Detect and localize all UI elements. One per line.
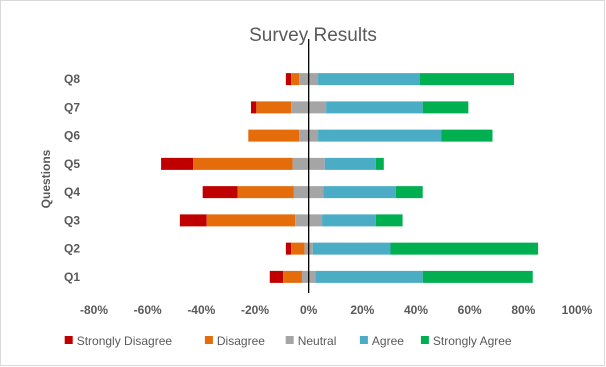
y-tick-label-q4: Q4 [64,185,80,199]
x-tick-label: 80% [511,303,535,317]
bar-q3-strongly-agree [375,214,403,227]
bar-q8-disagree [291,73,300,86]
bar-q6-agree [318,129,442,142]
legend-item-strongly-disagree: Strongly Disagree [64,334,173,348]
legend-item-strongly-agree: Strongly Agree [420,334,512,348]
y-tick-label-q3: Q3 [64,213,80,227]
y-tick-label-q5: Q5 [64,157,80,171]
y-tick-labels: Q1 Q2 Q3 Q4 Q5 Q6 Q7 Q8 [64,72,80,284]
bar-q1-agree [315,270,423,283]
legend-item-disagree: Disagree [204,334,265,348]
bar-q6-strongly-agree [441,129,493,142]
bar-q5-disagree [193,157,293,170]
legend-label-strongly-agree: Strongly Agree [433,334,512,348]
x-tick-label: 100% [562,303,593,317]
legend: Strongly Disagree Disagree Neutral Agree Str… [64,334,512,348]
x-tick-label: 0% [300,303,318,317]
bar-q7-strongly-disagree [250,101,257,114]
x-tick-label: -20% [241,303,269,317]
bar-q6-disagree [248,129,300,142]
bar-q5-strongly-disagree [161,157,194,170]
legend-label-strongly-disagree: Strongly Disagree [77,334,173,348]
bar-q7-agree [326,101,423,114]
bar-q3-strongly-disagree [179,214,207,227]
bar-q5-strongly-agree [375,157,384,170]
bar-q7-strongly-agree [422,101,469,114]
x-tick-label: -40% [187,303,215,317]
bar-q4-agree [323,186,396,199]
bar-q5-agree [324,157,376,170]
bar-q4-strongly-agree [395,186,423,199]
legend-item-neutral: Neutral [285,334,337,348]
chart-title: Survey Results [249,25,377,46]
legend-swatch-strongly-agree [420,336,429,344]
bar-q3-disagree [206,214,296,227]
bar-q8-strongly-disagree [285,73,292,86]
x-tick-labels: -80% -60% -40% -20% 0% 20% 40% 60% 80% 100% [80,303,593,317]
y-tick-label-q7: Q7 [64,100,80,114]
legend-item-agree: Agree [359,334,404,348]
bar-q1-strongly-agree [422,270,533,283]
bars-layer [161,73,539,283]
bar-q4-strongly-disagree [202,186,238,199]
bar-q1-strongly-disagree [269,270,284,283]
y-tick-label-q6: Q6 [64,129,80,143]
legend-swatch-agree [359,336,368,344]
y-axis-title: Questions [39,149,53,208]
bar-q1-disagree [283,270,302,283]
x-tick-label: 20% [350,303,374,317]
bar-q2-agree [312,242,391,255]
legend-swatch-disagree [204,336,213,344]
legend-swatch-strongly-disagree [64,336,73,344]
legend-swatch-neutral [285,336,294,344]
bar-q8-agree [318,73,421,86]
bar-q4-disagree [237,186,294,199]
y-tick-label-q1: Q1 [64,270,80,284]
y-tick-label-q2: Q2 [64,242,80,256]
x-tick-label: 40% [404,303,428,317]
x-tick-label: -80% [80,303,108,317]
bar-q3-agree [322,214,376,227]
legend-label-agree: Agree [372,334,404,348]
y-tick-label-q8: Q8 [64,72,80,86]
x-tick-label: 60% [458,303,482,317]
x-tick-label: -60% [134,303,162,317]
legend-label-disagree: Disagree [217,334,265,348]
bar-q8-strongly-agree [420,73,514,86]
bar-q2-strongly-disagree [285,242,292,255]
bar-q7-disagree [256,101,292,114]
legend-label-neutral: Neutral [298,334,337,348]
bar-q2-disagree [291,242,305,255]
bar-q2-strongly-agree [390,242,539,255]
